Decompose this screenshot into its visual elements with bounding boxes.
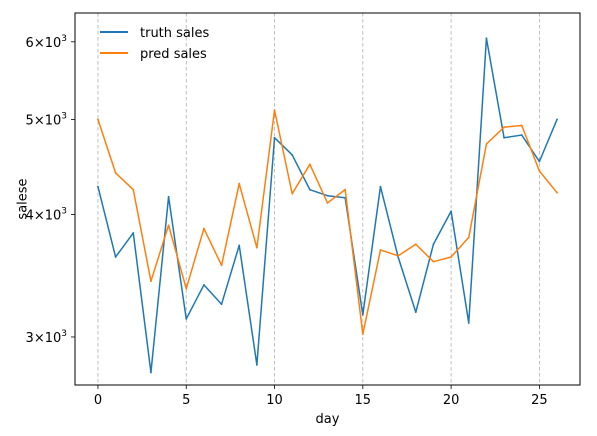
x-tick-label: 20 [443,393,460,408]
x-tick-label: 15 [355,393,372,408]
x-axis-label: day [316,412,340,427]
y-tick-base: 5×10 [26,113,62,128]
y-tick-base: 3×10 [26,331,62,346]
plot-frame [74,12,581,386]
grid-lines [97,13,540,385]
y-tick-label: 5×103 [26,111,67,128]
data-point [255,246,258,249]
data-point [520,134,523,136]
data-point [185,318,188,320]
data-point [97,118,99,121]
data-point [414,311,417,314]
data-point [556,191,558,194]
data-point [414,243,417,246]
legend-item: truth sales [100,26,209,41]
legend: truth sales pred sales [100,26,209,62]
y-tick-exponent: 3 [61,111,67,121]
data-point [450,256,452,258]
y-tick-exponent: 3 [61,206,67,216]
series-line [97,109,558,335]
legend-label: truth sales [140,26,209,41]
legend-item: pred sales [100,47,207,62]
x-tick-label: 25 [531,393,548,408]
data-point [485,143,488,145]
y-tick-label: 6×103 [26,34,67,51]
data-point [361,333,364,336]
x-tick-label: 0 [94,393,102,408]
data-point [185,287,188,290]
x-tick-label: 10 [266,393,283,408]
data-point [238,182,241,185]
data-point [220,264,223,267]
data-point [556,118,558,121]
data-point [432,243,435,246]
series-line [97,37,558,374]
x-axis: 0 5 10 15 20 25 [94,385,548,408]
data-point [273,136,276,139]
data-point [150,280,152,283]
data-point [538,160,541,163]
data-point [203,227,205,230]
series-layer [97,37,558,374]
data-point [150,371,152,374]
series-pred-sales [97,109,558,336]
data-point [326,202,329,204]
data-point [503,126,505,129]
y-tick-label: 3×103 [26,329,67,346]
data-point [132,232,135,234]
data-point [167,224,170,227]
data-point [132,188,135,191]
y-tick-exponent: 3 [61,34,67,44]
data-point [344,188,347,191]
data-point [326,194,329,197]
data-point [220,303,223,306]
data-point [308,163,311,166]
data-point [467,322,470,324]
y-tick-base: 6×10 [26,36,62,51]
data-point [467,236,470,239]
data-point [203,284,205,286]
data-point [167,195,170,198]
y-tick-base: 4×10 [26,208,62,223]
y-tick-label: 4×103 [26,206,67,223]
data-point [273,109,276,112]
x-tick-label: 5 [182,393,190,408]
data-point [97,185,99,188]
data-point [538,170,541,172]
y-tick-exponent: 3 [61,329,67,339]
data-point [291,154,294,156]
data-point [450,210,452,213]
data-point [308,188,311,191]
data-point [485,37,488,40]
data-point [379,249,382,251]
data-point [114,256,117,258]
data-point [432,260,435,263]
data-point [291,192,294,195]
data-point [114,172,117,174]
data-point [255,363,258,366]
data-point [520,124,523,127]
data-point [397,254,400,257]
series-truth-sales [97,37,558,374]
legend-label: pred sales [140,47,207,62]
data-point [361,313,364,316]
data-point [503,136,505,139]
data-point [238,244,241,247]
y-axis-label: salese [16,178,31,219]
data-point [379,185,382,188]
